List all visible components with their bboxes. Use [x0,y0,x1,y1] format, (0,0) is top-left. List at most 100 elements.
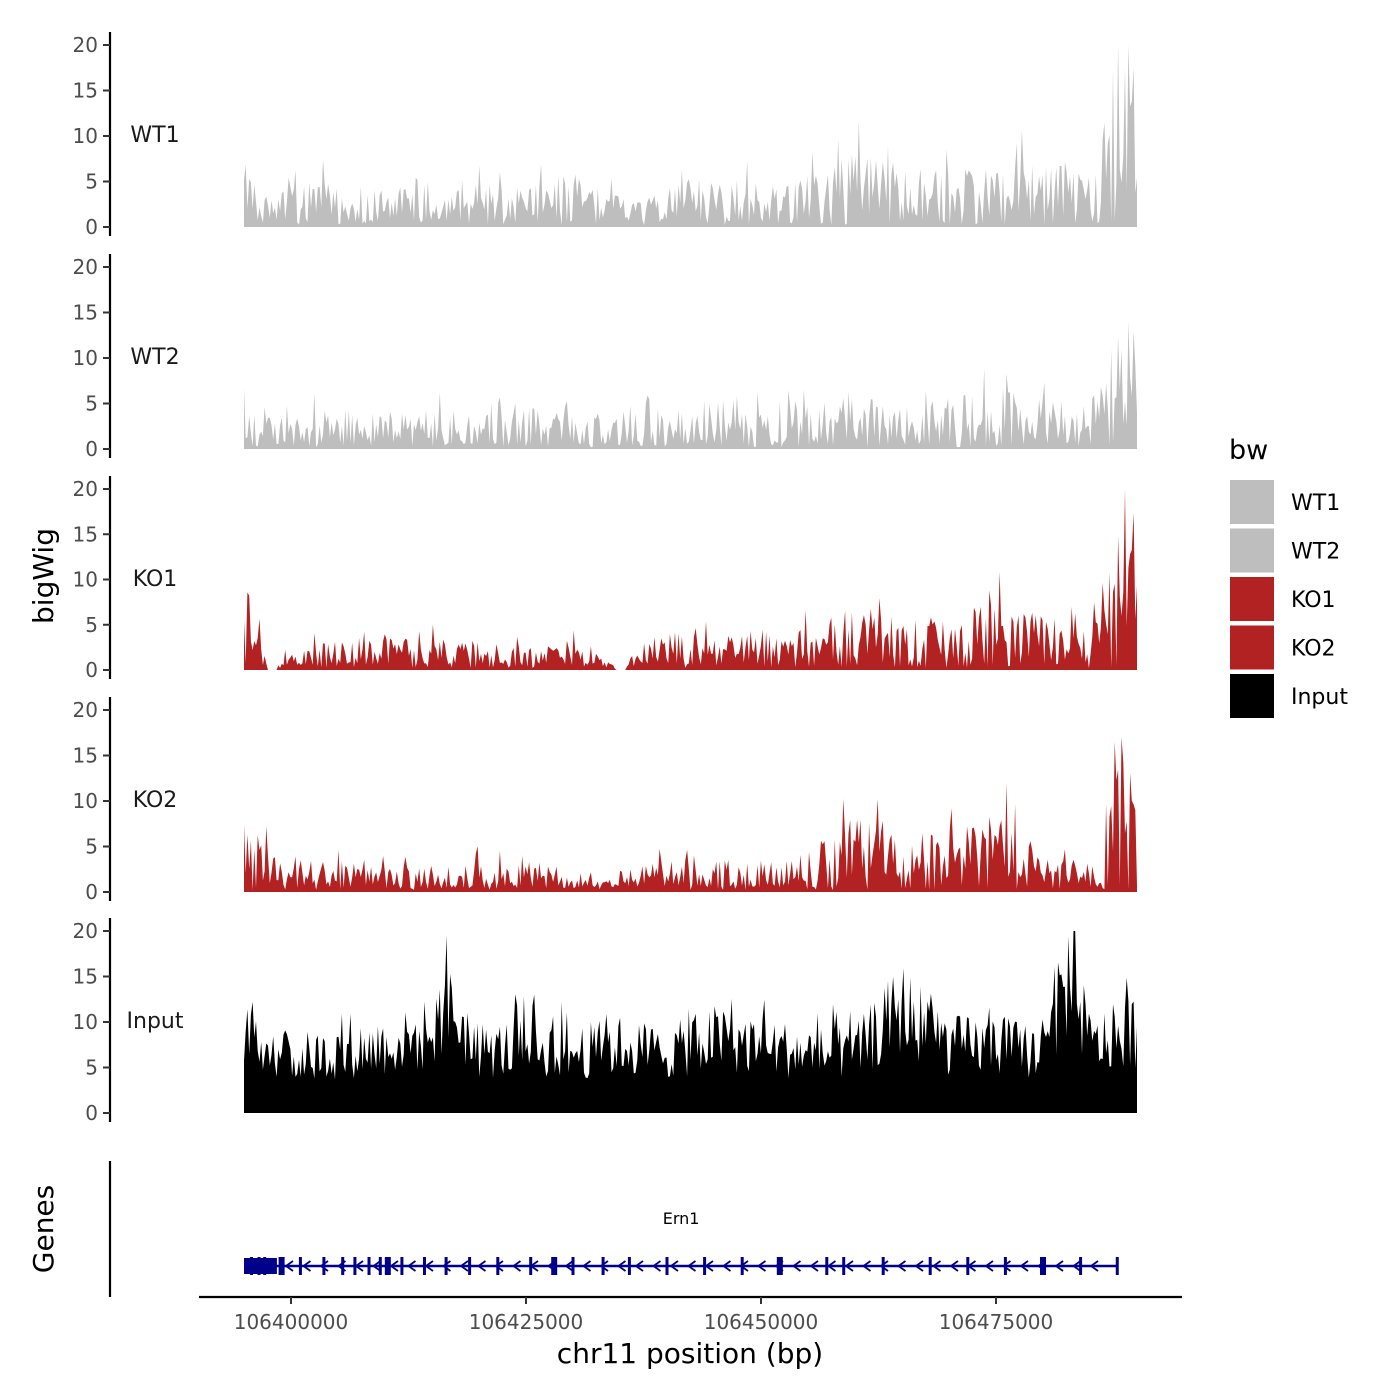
y-tick-label: 5 [85,1056,98,1080]
gene-exon [842,1257,846,1275]
strand-arrow [914,1260,924,1272]
strand-arrow [301,1260,312,1272]
strand-arrow [1054,1260,1064,1272]
strand-arrow [1001,1260,1012,1272]
track-label: WT2 [130,345,179,370]
y-tick-label: 0 [85,658,98,682]
gene-exon [551,1257,558,1275]
strand-arrow [826,1260,837,1272]
area-input [244,931,1137,1113]
gene-exon [665,1257,669,1275]
strand-arrow [791,1260,802,1272]
x-tick-label: 106450000 [704,1310,819,1334]
y-tick-label: 10 [73,1010,98,1034]
gene-exon [341,1257,345,1275]
strand-arrow [336,1260,347,1272]
strand-arrow [634,1260,644,1272]
strand-arrow [1036,1260,1047,1272]
strand-arrow [284,1260,294,1272]
legend: bw WT1 WT2 KO1 KO2 Input [1229,435,1348,718]
strand-arrow [739,1260,749,1272]
strand-arrow [616,1260,627,1272]
y-tick-label: 15 [73,301,98,325]
y-axis-title: bigWig [27,528,60,624]
strand-arrow [896,1260,907,1272]
strand-arrow [546,1260,557,1272]
track-wt1: 0 5 10 15 20 WT1 [73,32,1137,239]
y-tick-label: 15 [73,522,98,546]
gene-exon [367,1257,371,1275]
gene-exon [1040,1257,1046,1275]
area-wt2 [244,322,1137,449]
x-tick-label: 106400000 [234,1310,349,1334]
x-axis-title: chr11 position (bp) [557,1337,823,1370]
strand-arrow [809,1260,819,1272]
y-tick-label: 10 [73,346,98,370]
track-wt2: 0 5 10 15 20 WT2 [73,254,1137,461]
legend-label-input: Input [1291,685,1348,710]
strand-arrow [931,1260,942,1272]
gene-exon [1079,1257,1083,1275]
strand-arrow [686,1260,697,1272]
strand-arrow [564,1260,574,1272]
legend-swatch-wt1 [1230,480,1274,524]
gene-exon [776,1257,783,1275]
strand-arrow [476,1260,487,1272]
strand-arrow [704,1260,714,1272]
y-tick-label: 10 [73,789,98,813]
strand-arrow [949,1260,959,1272]
strand-arrow [1019,1260,1029,1272]
strand-arrow [1071,1260,1082,1272]
strand-arrow [424,1260,434,1272]
gene-exon [263,1257,267,1275]
legend-swatch-ko1 [1230,577,1274,621]
strand-arrow [879,1260,889,1272]
legend-label-ko2: KO2 [1291,637,1336,662]
area-ko2 [244,737,1137,892]
y-tick-label: 5 [85,613,98,637]
strand-arrow [966,1260,977,1272]
gene-exon [400,1257,404,1275]
legend-title: bw [1229,435,1268,466]
track-ko2: 0 5 10 15 20 KO2 [73,697,1137,904]
y-tick-label: 0 [85,880,98,904]
gene-exon [928,1257,932,1275]
gene-exon [384,1257,391,1275]
gene-panel-title: Genes [27,1185,60,1273]
gene-exon [298,1257,302,1275]
track-label: Input [127,1009,184,1034]
gene-exon [627,1257,631,1275]
track-ko1: 0 5 10 15 20 KO1 [73,476,1137,682]
gene-exon [825,1257,829,1275]
gene-exon [601,1257,605,1275]
strand-arrow [371,1260,382,1272]
strand-arrow [459,1260,469,1272]
strand-arrow [599,1260,609,1272]
gene-exon [881,1257,885,1275]
legend-swatch-ko2 [1230,625,1274,670]
gene-exon [468,1257,472,1275]
x-axis: 106400000 106425000 106450000 106475000 [199,1295,1182,1334]
area-wt1 [244,45,1137,227]
strand-arrow [511,1260,522,1272]
y-tick-label: 0 [85,437,98,461]
strand-arrow [581,1260,592,1272]
y-tick-label: 20 [73,477,98,501]
gene-name-label: Ern1 [663,1209,700,1228]
strand-arrow [984,1260,994,1272]
y-tick-label: 5 [85,835,98,859]
gene-exon [1003,1257,1007,1275]
gene-exon [322,1257,326,1275]
y-tick-label: 20 [73,698,98,722]
y-tick-label: 15 [73,965,98,989]
legend-swatch-wt2 [1230,528,1274,573]
gene-exon [250,1257,254,1275]
track-label: KO1 [133,567,178,592]
gene-ern1: Ern1 [244,1209,1119,1275]
strand-arrow [319,1260,329,1272]
gene-exon [444,1257,448,1275]
strand-arrow [529,1260,539,1272]
strand-arrow [721,1260,732,1272]
gene-exon [257,1257,261,1275]
